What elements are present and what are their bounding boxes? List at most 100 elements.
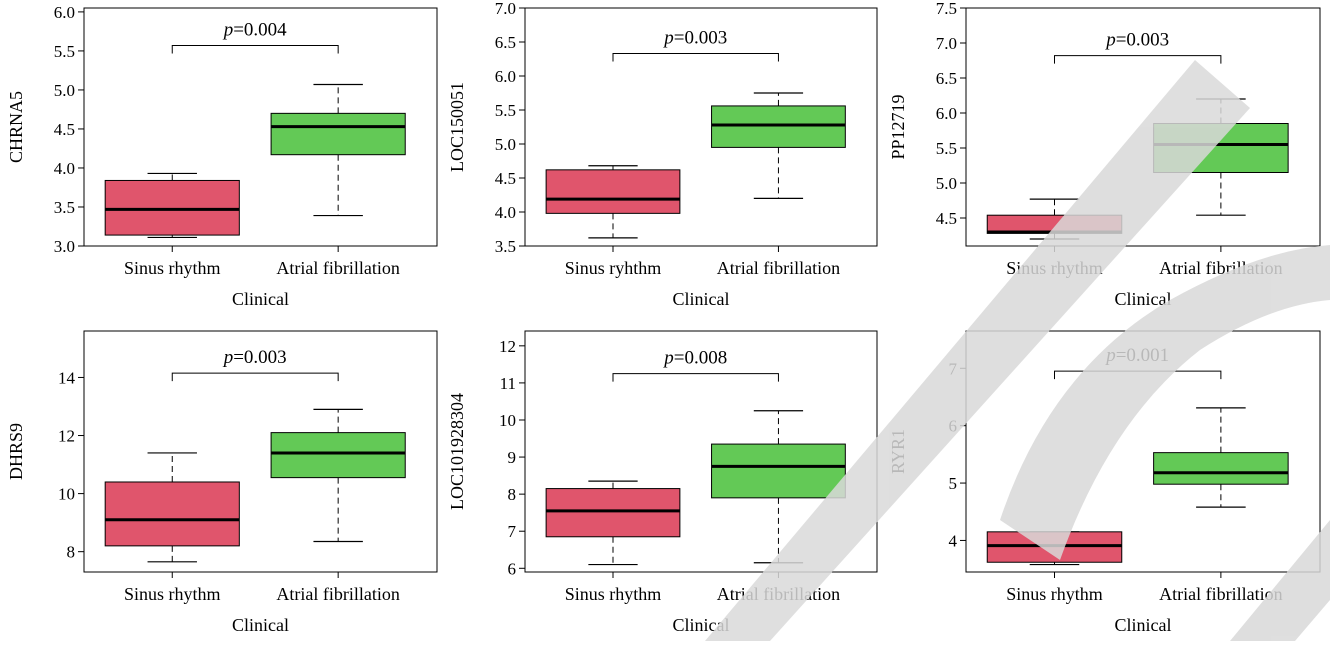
p-value-label: p=0.003 bbox=[1104, 30, 1169, 51]
y-tick-label: 6.5 bbox=[495, 33, 516, 52]
y-axis-title: PP12719 bbox=[888, 94, 908, 159]
significance-bracket bbox=[171, 372, 339, 382]
p-value-label: p=0.008 bbox=[662, 348, 727, 369]
y-tick-label: 12 bbox=[58, 427, 75, 446]
box-atrial-fibrillation bbox=[270, 83, 406, 217]
p-value: =0.008 bbox=[674, 348, 727, 369]
y-tick-label: 5.5 bbox=[495, 101, 516, 120]
iqr-box bbox=[270, 432, 406, 479]
y-tick-label: 3.0 bbox=[54, 237, 75, 256]
p-symbol: p bbox=[662, 348, 674, 369]
y-axis-title: CHRNA5 bbox=[6, 91, 26, 163]
y-axis-title: LOC101928304 bbox=[447, 393, 467, 510]
y-tick-label: 10 bbox=[58, 485, 75, 504]
y-tick-label: 7 bbox=[508, 522, 517, 541]
x-axis-title: Clinical bbox=[1115, 289, 1172, 309]
boxplot-panel-4: 8 10 12 14 Sinus rhythm Atrial fibrillation Cl… bbox=[6, 330, 438, 635]
p-value: =0.003 bbox=[674, 28, 727, 49]
x-category-label: Sinus rhythm bbox=[1006, 584, 1103, 604]
y-tick-label: 5.0 bbox=[54, 81, 75, 100]
significance-bracket bbox=[1054, 55, 1222, 64]
iqr-box bbox=[711, 105, 846, 148]
significance-bracket bbox=[171, 44, 339, 54]
iqr-box bbox=[1153, 452, 1289, 485]
x-category-label: Atrial fibrillation bbox=[1159, 584, 1282, 604]
y-tick-label: 7.0 bbox=[495, 0, 516, 18]
x-category-label: Atrial fibrillation bbox=[276, 584, 399, 604]
y-tick-label: 5.0 bbox=[936, 174, 957, 193]
y-tick-label: 9 bbox=[508, 448, 517, 467]
p-value: =0.004 bbox=[233, 19, 287, 40]
box-atrial-fibrillation bbox=[711, 410, 846, 564]
y-tick-label: 3.5 bbox=[54, 198, 75, 217]
y-tick-label: 6.0 bbox=[54, 3, 75, 22]
y-tick-label: 5.5 bbox=[54, 42, 75, 61]
y-tick-label: 4.0 bbox=[495, 203, 516, 222]
p-value: =0.003 bbox=[233, 347, 286, 368]
y-tick-label: 4.5 bbox=[936, 209, 957, 228]
p-symbol: p bbox=[222, 19, 234, 40]
iqr-box bbox=[545, 169, 681, 214]
y-tick-label: 4 bbox=[949, 531, 958, 550]
plot-frame bbox=[83, 330, 438, 573]
significance-bracket bbox=[612, 373, 779, 382]
watermark-letter-curve bbox=[1000, 245, 1330, 560]
y-axis-title: LOC150051 bbox=[447, 82, 467, 172]
y-tick-label: 6.0 bbox=[936, 104, 957, 123]
y-tick-label: 14 bbox=[58, 368, 76, 387]
watermark-letter-stroke bbox=[705, 60, 1250, 641]
y-tick-label: 8 bbox=[67, 543, 76, 562]
x-category-label: Sinus ryhthm bbox=[565, 258, 662, 278]
y-tick-label: 4.0 bbox=[54, 159, 75, 178]
iqr-box bbox=[711, 443, 846, 499]
p-value: =0.003 bbox=[1116, 30, 1169, 51]
box-sinus-rhythm bbox=[545, 165, 681, 239]
boxplot-panel-1: 3.0 3.5 4.0 4.5 5.0 5.5 6.0 Sinus rhythm Atrial … bbox=[6, 3, 438, 309]
p-value-label: p=0.004 bbox=[222, 19, 287, 40]
y-tick-label: 5.0 bbox=[495, 135, 516, 154]
retracted-watermark bbox=[705, 60, 1330, 641]
significance-bracket bbox=[612, 53, 779, 62]
y-tick-label: 12 bbox=[499, 337, 516, 356]
x-category-label: Sinus rhythm bbox=[124, 258, 221, 278]
p-value-label: p=0.003 bbox=[222, 347, 287, 368]
boxplot-panel-2: 3.5 4.0 4.5 5.0 5.5 6.0 6.5 7.0 Sinus ryhthm Atri… bbox=[447, 0, 878, 309]
plot-frame bbox=[83, 7, 438, 247]
box-atrial-fibrillation bbox=[1153, 407, 1289, 508]
x-axis-title: Clinical bbox=[673, 289, 730, 309]
iqr-box bbox=[270, 112, 406, 156]
box-sinus-rhythm bbox=[104, 172, 240, 239]
y-tick-label: 6.5 bbox=[936, 69, 957, 88]
y-tick-label: 5.5 bbox=[936, 139, 957, 158]
x-axis-title: Clinical bbox=[1115, 615, 1172, 635]
p-symbol: p bbox=[1104, 30, 1116, 51]
watermark-letter-edge bbox=[1230, 520, 1330, 641]
x-axis-title: Clinical bbox=[232, 615, 289, 635]
y-tick-label: 6 bbox=[508, 559, 517, 578]
y-tick-label: 3.5 bbox=[495, 237, 516, 256]
y-tick-label: 7.0 bbox=[936, 34, 957, 53]
y-tick-label: 8 bbox=[508, 485, 517, 504]
plot-frame bbox=[524, 7, 878, 247]
p-symbol: p bbox=[222, 347, 234, 368]
x-axis-title: Clinical bbox=[232, 289, 289, 309]
y-tick-label: 5 bbox=[949, 474, 958, 493]
box-sinus-rhythm bbox=[104, 452, 240, 563]
y-tick-label: 7.5 bbox=[936, 0, 957, 18]
x-category-label: Sinus rhythm bbox=[565, 584, 662, 604]
y-tick-label: 11 bbox=[500, 374, 516, 393]
box-atrial-fibrillation bbox=[270, 408, 406, 543]
p-symbol: p bbox=[662, 28, 674, 49]
x-category-label: Sinus rhythm bbox=[124, 584, 221, 604]
y-axis-title: DHRS9 bbox=[6, 423, 26, 480]
iqr-box bbox=[545, 488, 681, 538]
x-category-label: Atrial fibrillation bbox=[276, 258, 399, 278]
x-category-label: Atrial fibrillation bbox=[717, 258, 840, 278]
y-tick-label: 10 bbox=[499, 411, 516, 430]
p-value-label: p=0.003 bbox=[662, 28, 727, 49]
iqr-box bbox=[104, 481, 240, 547]
